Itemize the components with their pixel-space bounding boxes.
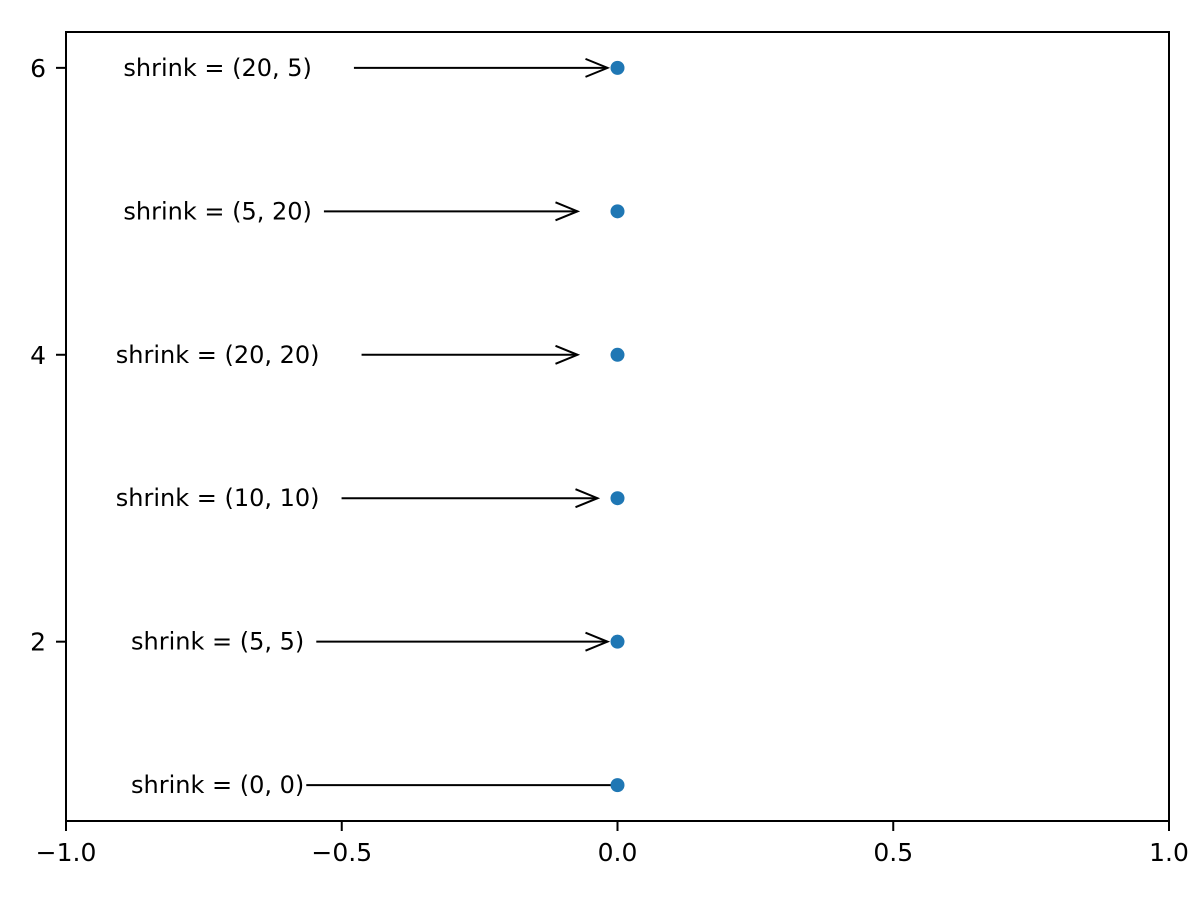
- annotation-label: shrink = (5, 20): [123, 197, 312, 225]
- annotation-label: shrink = (10, 10): [116, 484, 320, 512]
- annotation-arrow-head: [555, 201, 581, 222]
- annotation-label: shrink = (5, 5): [131, 628, 304, 656]
- annotation-label: shrink = (20, 5): [123, 54, 312, 82]
- annotation-arrow-head: [575, 488, 601, 509]
- x-tick-label: −0.5: [311, 838, 372, 867]
- data-point-marker: [610, 60, 625, 75]
- x-tick-label: −1.0: [36, 838, 97, 867]
- y-tick-label: 6: [30, 54, 46, 83]
- x-tick-label: 0.5: [873, 838, 913, 867]
- x-tick-label: 1.0: [1149, 838, 1189, 867]
- data-point-marker: [610, 778, 625, 793]
- y-tick-label: 4: [30, 341, 46, 370]
- annotation-arrow-head: [585, 57, 611, 78]
- axes-frame: [65, 31, 1170, 822]
- annotation-label: shrink = (20, 20): [116, 341, 320, 369]
- y-tick-label: 2: [30, 628, 46, 657]
- x-tick-label: 0.0: [598, 838, 638, 867]
- annotation-label: shrink = (0, 0): [131, 771, 304, 799]
- data-point-marker: [610, 491, 625, 506]
- annotation-arrow-head: [585, 631, 611, 652]
- data-point-marker: [610, 204, 625, 219]
- data-point-marker: [610, 634, 625, 649]
- annotation-arrow-head: [555, 344, 581, 365]
- data-point-marker: [610, 347, 625, 362]
